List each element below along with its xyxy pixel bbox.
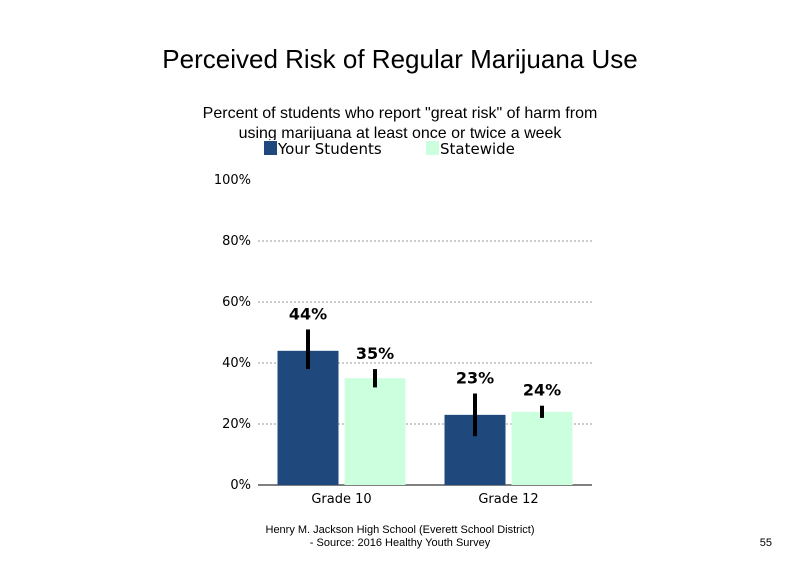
- y-tick-label: 40%: [222, 356, 251, 371]
- x-axis: Grade 10 Grade 12: [311, 492, 538, 507]
- y-tick-label: 80%: [222, 234, 251, 249]
- data-label: 44%: [289, 304, 327, 323]
- bar: [277, 350, 339, 485]
- y-tick-label: 0%: [230, 478, 251, 493]
- footer-source: - Source: 2016 Healthy Youth Survey: [309, 537, 491, 549]
- x-tick-label: Grade 10: [311, 492, 371, 507]
- chart-title: Perceived Risk of Regular Marijuana Use: [162, 44, 638, 74]
- footer: Henry M. Jackson High School (Everett Sc…: [200, 524, 600, 550]
- data-label: 24%: [523, 381, 561, 400]
- y-tick-label: 100%: [214, 173, 251, 188]
- x-tick-label: Grade 12: [478, 492, 538, 507]
- legend-label: Statewide: [440, 140, 515, 158]
- footer-school: Henry M. Jackson High School (Everett Sc…: [265, 524, 535, 536]
- data-label: 35%: [356, 344, 394, 363]
- bar: [511, 411, 573, 485]
- chart-subtitle: Percent of students who report "great ri…: [202, 105, 598, 140]
- bar: [344, 378, 406, 485]
- bars: 44% 35% 23% 24%: [277, 304, 573, 485]
- legend: Your Students Statewide: [264, 140, 515, 158]
- legend-swatch: [264, 141, 277, 155]
- page-number: 55: [759, 537, 772, 549]
- data-label: 23%: [456, 369, 494, 388]
- legend-label: Your Students: [277, 140, 382, 158]
- legend-swatch: [426, 141, 439, 155]
- y-tick-label: 20%: [222, 417, 251, 432]
- y-tick-label: 60%: [222, 295, 251, 310]
